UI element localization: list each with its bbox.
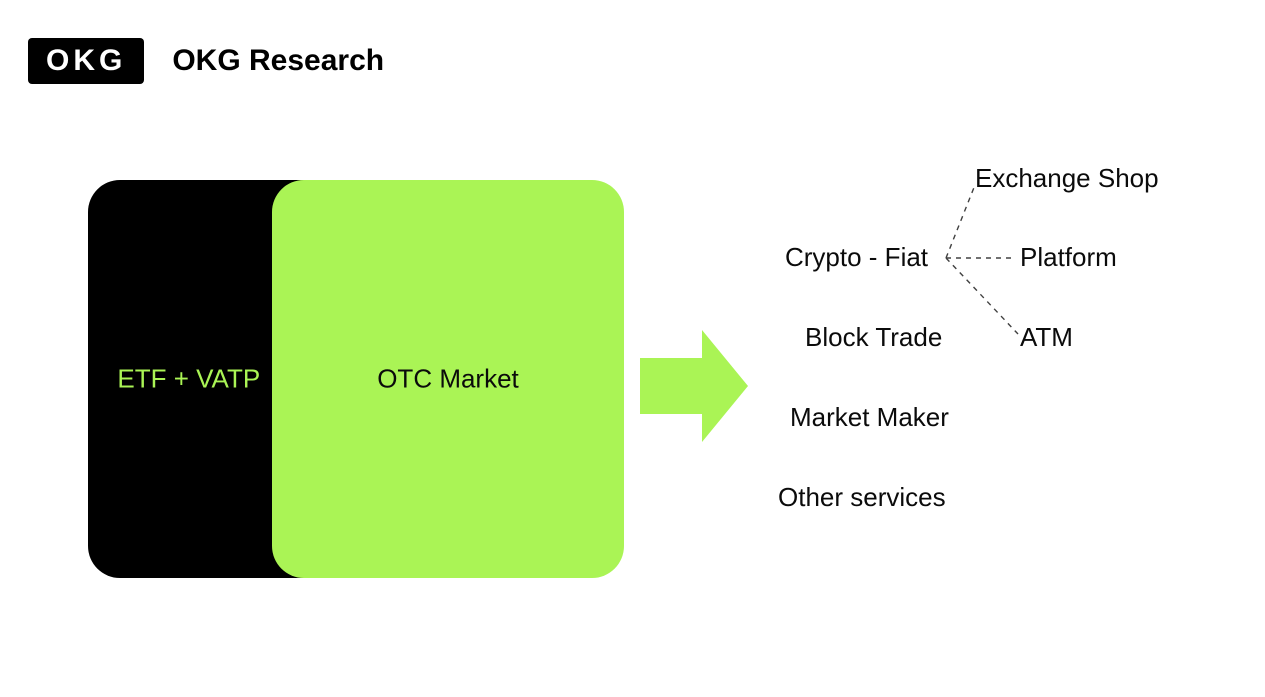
category-other-services: Other services	[778, 482, 946, 513]
subitem-atm: ATM	[1020, 322, 1073, 353]
header-logo-group: OKG OKG Research	[28, 38, 384, 84]
diagram-stage: OKG OKG Research ETF + VATP OTC Market C…	[0, 0, 1265, 697]
category-market-maker: Market Maker	[790, 402, 949, 433]
flow-arrow-icon	[640, 330, 748, 442]
logo-title: OKG Research	[172, 44, 384, 78]
logo-block: OKG	[28, 38, 144, 84]
subitem-platform: Platform	[1020, 242, 1117, 273]
etf-vatp-label: ETF + VATP	[117, 364, 260, 395]
otc-market-label: OTC Market	[377, 364, 519, 395]
category-crypto-fiat: Crypto - Fiat	[785, 242, 928, 273]
category-block-trade: Block Trade	[805, 322, 942, 353]
otc-market-box: OTC Market	[272, 180, 624, 578]
subitem-exchange-shop: Exchange Shop	[975, 163, 1159, 194]
